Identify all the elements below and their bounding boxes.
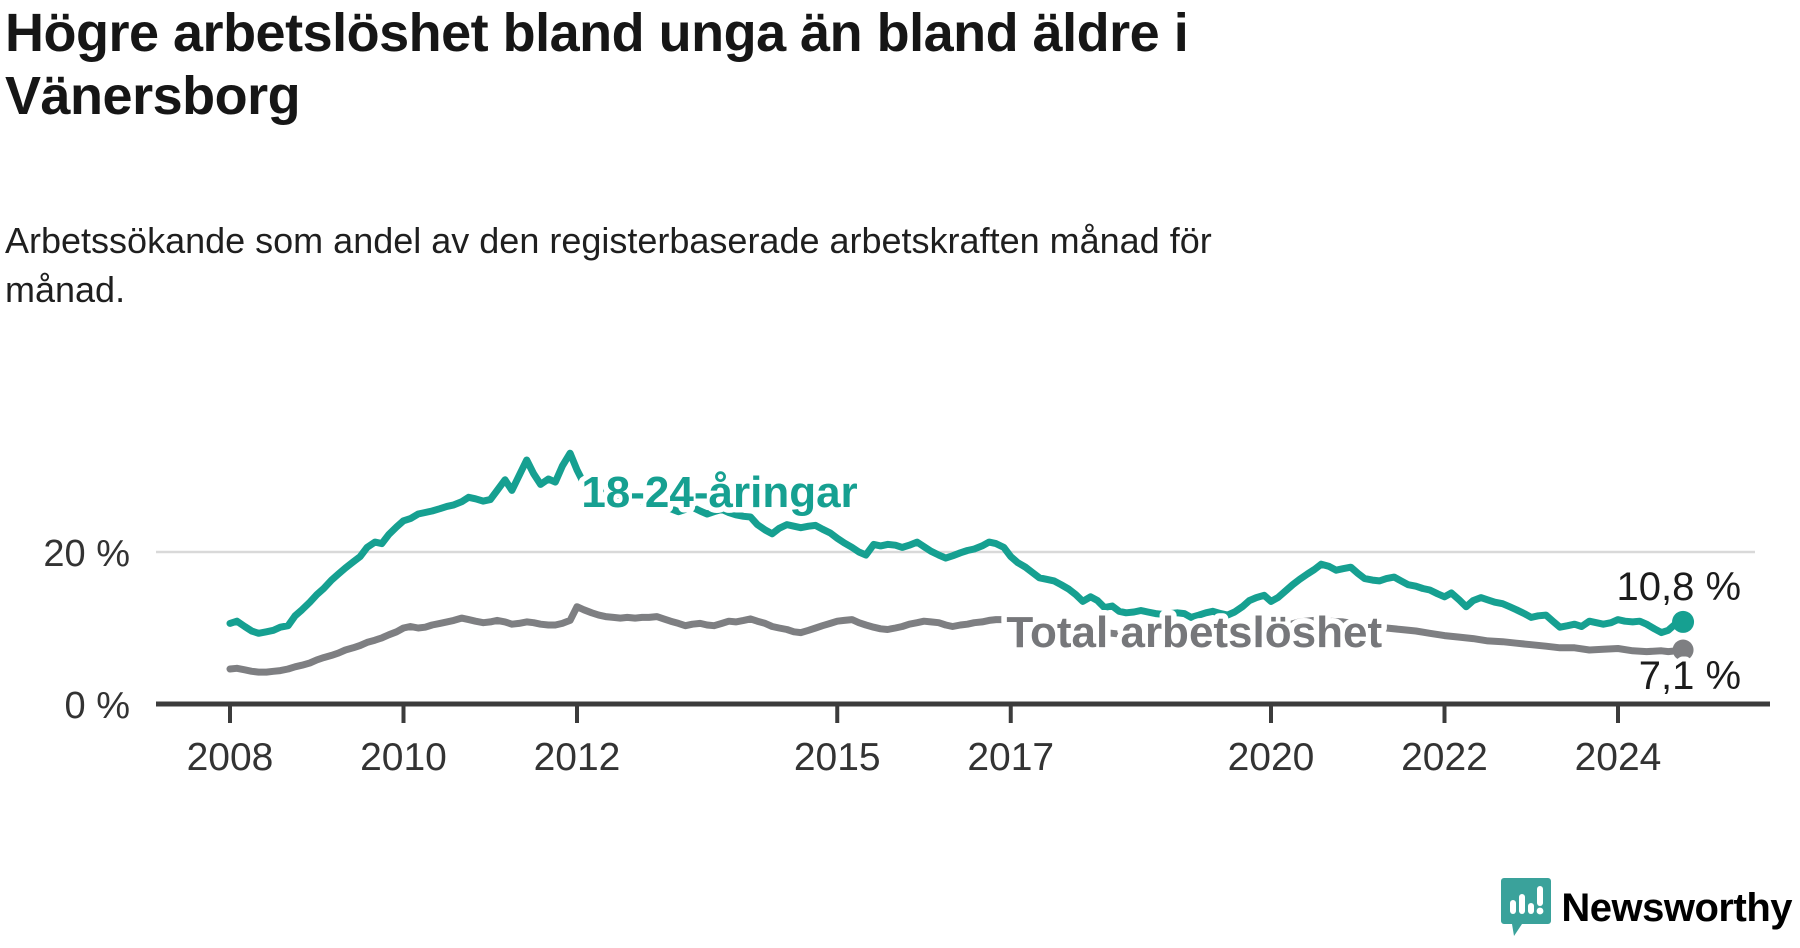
x-tick-label-2024: 2024 (1575, 736, 1662, 779)
newsworthy-logo-text: Newsworthy (1561, 885, 1792, 930)
end-value-label-youth: 10,8 % (1617, 565, 1742, 609)
series-label-youth: 18-24-åringar (581, 468, 857, 517)
subtitle-line-1: Arbetssökande som andel av den registerb… (5, 220, 1212, 261)
x-tick-label-2017: 2017 (967, 736, 1054, 779)
chart-subtitle: Arbetssökande som andel av den registerb… (5, 216, 1212, 314)
x-tick-label-2008: 2008 (187, 736, 274, 779)
page-title: Högre arbetslöshet bland unga än bland ä… (5, 2, 1189, 128)
logo-exclamation-dot (1536, 907, 1544, 915)
x-tick-label-2022: 2022 (1401, 736, 1488, 779)
x-tick-label-2020: 2020 (1228, 736, 1315, 779)
title-line-1: Högre arbetslöshet bland unga än bland ä… (5, 3, 1189, 63)
subtitle-line-2: månad. (5, 269, 126, 310)
end-value-label-total: 7,1 % (1639, 654, 1741, 698)
y-axis-label-20: 20 % (43, 533, 130, 575)
newsworthy-logo-icon (1501, 878, 1552, 936)
y-axis-label-0: 0 % (65, 685, 130, 727)
logo-exclamation-bar (1537, 886, 1544, 906)
logo-bar-1 (1510, 900, 1517, 914)
series-end-dot-total (1672, 639, 1694, 661)
logo-bar-3 (1528, 903, 1535, 914)
title-line-2: Vänersborg (5, 66, 301, 126)
x-tick-label-2012: 2012 (534, 736, 621, 779)
series-lines-layer (226, 449, 1695, 676)
logo-bar-2 (1519, 894, 1526, 914)
x-tick-label-2010: 2010 (360, 736, 447, 779)
newsworthy-branding: Newsworthy (1501, 878, 1792, 938)
x-axis-layer: 2008 2010 2012 2015 2017 2020 2022 2024 (156, 701, 1770, 779)
logo-bubble (1501, 878, 1552, 936)
series-end-dot-youth (1672, 610, 1695, 633)
x-tick-label-2015: 2015 (794, 736, 881, 779)
series-label-total: Total arbetslöshet (1006, 608, 1382, 657)
series-line-total (226, 603, 1687, 676)
series-line-youth (226, 449, 1687, 637)
labels-layer: 0 % 20 % 18-24-åringar Total arbetslöshet 10… (43, 463, 1746, 727)
